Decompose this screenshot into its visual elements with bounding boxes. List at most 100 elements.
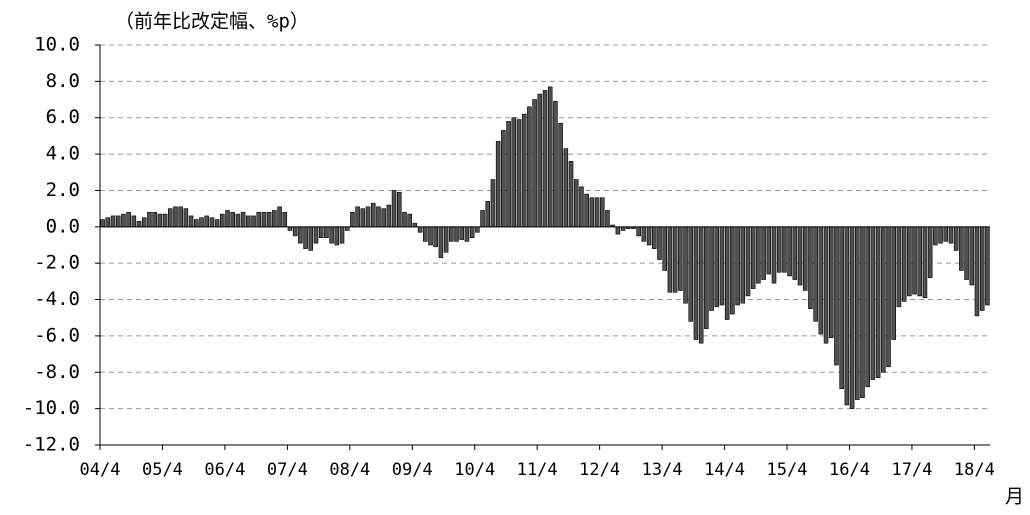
bar	[787, 226, 792, 277]
x-tick-label: 16/4	[829, 460, 870, 480]
x-tick-label: 13/4	[642, 460, 683, 480]
x-tick-label: 07/4	[267, 460, 308, 480]
bar	[579, 186, 584, 228]
bar	[948, 226, 954, 244]
bar	[558, 122, 563, 228]
x-tick-label: 12/4	[579, 460, 620, 480]
bar	[698, 226, 704, 344]
y-tick-label: -2.0	[34, 252, 80, 274]
bar	[573, 179, 579, 228]
bar	[303, 226, 308, 249]
bar	[527, 106, 532, 228]
bar	[428, 226, 433, 246]
bar	[490, 179, 496, 228]
bar	[147, 211, 152, 228]
bar	[475, 226, 480, 233]
bar	[797, 226, 803, 286]
bar	[235, 213, 241, 228]
x-tick-label: 05/4	[142, 460, 183, 480]
bar	[167, 208, 173, 228]
bar	[964, 226, 969, 280]
x-tick-label: 17/4	[891, 460, 932, 480]
bar	[152, 211, 157, 228]
bar	[568, 161, 574, 228]
bar	[761, 226, 766, 280]
bar	[740, 226, 746, 304]
bar	[391, 190, 397, 228]
bar	[240, 211, 246, 228]
bar	[802, 226, 808, 291]
bar	[178, 206, 183, 228]
bar	[563, 148, 569, 228]
bar	[292, 226, 298, 237]
bar	[823, 226, 829, 344]
bar	[636, 226, 641, 237]
bar	[532, 99, 537, 228]
bar	[652, 226, 657, 249]
y-tick-label: 0.0	[46, 215, 80, 237]
bar	[495, 141, 501, 228]
y-tick-label: -10.0	[23, 397, 80, 419]
bar	[901, 226, 907, 302]
y-tick-label: -6.0	[34, 324, 80, 346]
bar	[126, 211, 131, 228]
bar	[771, 226, 777, 284]
bar	[646, 226, 652, 246]
bar	[454, 226, 459, 242]
bar	[318, 226, 324, 239]
bar	[693, 226, 699, 340]
bar	[157, 213, 163, 228]
x-tick-label: 08/4	[329, 460, 370, 480]
bar	[662, 226, 667, 271]
bar	[776, 226, 782, 273]
bar	[188, 215, 194, 228]
bar	[756, 226, 761, 284]
bar	[230, 211, 235, 228]
bar	[875, 226, 881, 379]
x-axis-label: 月	[1005, 486, 1024, 508]
bar	[855, 226, 860, 400]
bar	[417, 226, 423, 233]
bar	[214, 219, 220, 228]
bar	[641, 226, 647, 242]
x-tick-label: 14/4	[704, 460, 745, 480]
bar	[974, 226, 980, 317]
bar	[667, 226, 673, 293]
bar	[516, 119, 522, 228]
bar	[501, 130, 506, 228]
bar	[933, 226, 938, 246]
bar	[865, 226, 870, 388]
bar	[704, 226, 709, 329]
bar	[678, 226, 683, 291]
bar	[141, 217, 147, 228]
bar	[199, 217, 204, 228]
bar	[792, 226, 798, 280]
bar	[272, 210, 277, 228]
y-tick-label: -4.0	[34, 288, 80, 310]
bar	[298, 226, 303, 244]
y-tick-label: 10.0	[34, 34, 80, 56]
y-tick-label: 6.0	[46, 106, 80, 128]
bar	[599, 197, 605, 228]
bar	[396, 191, 402, 228]
bar	[724, 226, 730, 320]
bar	[344, 226, 350, 231]
bar	[584, 193, 589, 228]
bar	[547, 86, 553, 228]
bar	[204, 215, 209, 228]
bar	[834, 226, 839, 366]
bar	[912, 226, 917, 295]
bar	[423, 226, 428, 242]
y-tick-label: -12.0	[23, 434, 80, 456]
bar	[443, 226, 449, 253]
bar	[766, 226, 772, 275]
bar	[131, 215, 137, 228]
bar	[537, 93, 543, 228]
y-tick-label: 4.0	[46, 143, 80, 165]
bar	[334, 226, 340, 246]
bar	[329, 226, 334, 244]
bar	[594, 197, 600, 228]
bar	[979, 226, 985, 311]
bar	[246, 215, 251, 228]
